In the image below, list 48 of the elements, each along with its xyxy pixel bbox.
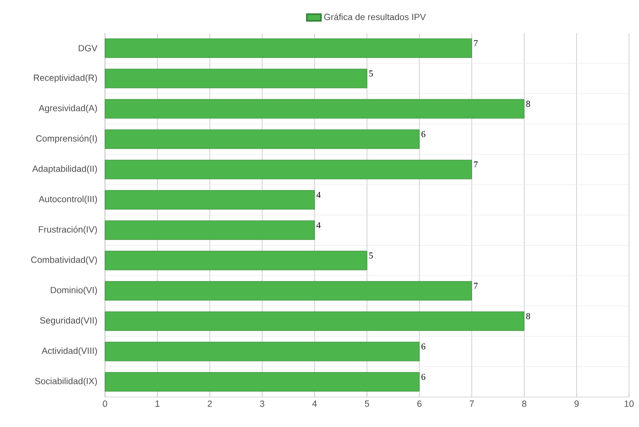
data-label: 8 [526, 313, 530, 320]
x-tick-label: 7 [470, 400, 474, 407]
bar [104, 68, 368, 88]
y-tick-label: Seguridad(VII) [40, 316, 97, 326]
data-label: 7 [474, 282, 478, 289]
bar [104, 99, 524, 119]
y-tick-label: Autocontrol(III) [38, 196, 97, 204]
data-label: 5 [369, 70, 373, 76]
bar [104, 129, 420, 149]
bar [104, 190, 315, 210]
x-tick-label: 6 [417, 400, 422, 407]
bar [104, 311, 524, 331]
data-label: 4 [316, 222, 321, 228]
x-tick-label: 1 [156, 400, 160, 407]
data-label: 8 [526, 100, 530, 107]
x-tick-label: 10 [624, 400, 634, 407]
x-tick-label: 8 [522, 400, 526, 407]
y-tick-label: Receptividad(R) [34, 74, 97, 83]
y-tick-label: Adaptabilidad(II) [32, 165, 97, 174]
bar [104, 342, 420, 362]
data-label: 6 [421, 131, 426, 138]
x-tick-label: 9 [574, 400, 579, 407]
bar [104, 372, 420, 392]
x-tick-label: 2 [208, 400, 212, 407]
data-label: 7 [474, 40, 478, 46]
bar [104, 160, 472, 180]
data-label: 5 [369, 252, 373, 258]
x-tick-label: 5 [364, 400, 370, 407]
y-tick-label: Comprensión(I) [36, 134, 97, 144]
y-tick-label: Combatividad(V) [31, 256, 97, 265]
bar [104, 281, 472, 301]
bar [104, 220, 315, 240]
y-tick-label: Actividad(VIII) [42, 347, 97, 356]
y-tick-label: DGV [78, 44, 98, 52]
y-tick-label: Dominio(VI) [50, 286, 97, 296]
data-label: 6 [421, 374, 426, 380]
data-label: 7 [474, 162, 478, 168]
x-tick-label: 0 [102, 400, 108, 407]
bar [104, 250, 368, 270]
x-tick-label: 3 [260, 400, 264, 407]
data-label: 4 [316, 192, 321, 198]
data-label: 6 [421, 343, 426, 350]
y-tick-label: Frustración(IV) [38, 226, 97, 234]
bar [104, 38, 472, 58]
y-tick-label: Sociabilidad(IX) [35, 378, 97, 386]
legend-label: Gráfica de resultados IPV [324, 13, 426, 20]
x-tick-label: 4 [312, 400, 317, 407]
y-tick-label: Agresividad(A) [38, 104, 97, 114]
